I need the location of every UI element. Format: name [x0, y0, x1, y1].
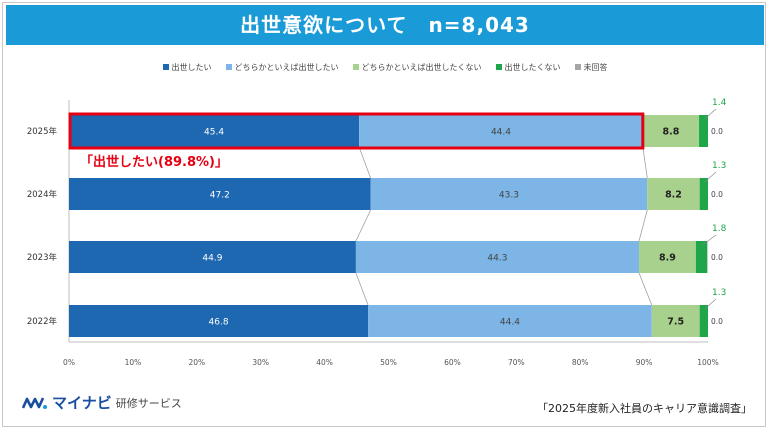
x-tick-label: 50%: [380, 358, 397, 367]
x-tick-label: 70%: [508, 358, 525, 367]
bar-segment: [699, 178, 708, 210]
mynavi-logo-icon: [22, 396, 47, 409]
bar-segment: [638, 241, 696, 273]
data-label: 45.4: [204, 128, 224, 138]
bar-segment: [69, 305, 369, 337]
data-label: 43.3: [499, 191, 519, 201]
x-tick-label: 0%: [63, 358, 75, 367]
legend-item: 出世したい: [162, 60, 212, 74]
legend-item: 出世したくない: [495, 60, 561, 74]
x-tick-label: 80%: [572, 358, 589, 367]
data-label: 8.8: [663, 127, 680, 138]
data-label: 1.4: [712, 98, 727, 108]
legend-swatch: [352, 64, 359, 70]
data-label: 7.5: [667, 317, 684, 328]
x-tick-label: 30%: [252, 358, 269, 367]
category-label: 2025年: [27, 126, 58, 137]
legend-label: どちらかといえば出世したくない: [361, 62, 482, 72]
category-label: 2022年: [27, 316, 58, 327]
bar-segment: [699, 305, 708, 337]
legend-item: どちらかといえば出世したくない: [352, 60, 482, 74]
x-tick-label: 60%: [444, 358, 461, 367]
data-label: 1.3: [712, 288, 726, 298]
bar-segment: [699, 115, 708, 147]
bar-segment: [359, 115, 643, 147]
legend-label: 出世したくない: [504, 62, 561, 72]
data-label: 1.8: [712, 224, 727, 234]
legend-swatch: [495, 64, 502, 70]
legend-item: どちらかといえば出世したい: [225, 60, 339, 74]
bar-segment: [647, 178, 700, 210]
data-label: 44.4: [491, 128, 511, 138]
bar-segment: [368, 305, 652, 337]
data-label: 8.9: [659, 253, 676, 264]
series-connector-line: [358, 146, 371, 179]
series-connector-line: [642, 146, 648, 179]
bar-segment: [370, 178, 648, 210]
data-label: 44.9: [202, 254, 222, 264]
chart-legend: 出世したい どちらかといえば出世したい どちらかといえば出世したくない 出世した…: [0, 60, 770, 74]
bar-segment: [642, 115, 700, 147]
series-connector-line: [638, 209, 648, 242]
legend-swatch: [162, 64, 169, 70]
highlight-annotation: 「出世したい(89.8%)」: [80, 154, 228, 170]
data-label: 0.0: [711, 253, 723, 262]
data-label: 0.0: [711, 127, 723, 136]
data-label: 47.2: [210, 191, 230, 201]
highlight-box: [68, 112, 645, 150]
bar-segment: [651, 305, 700, 337]
data-label-leader-line: [704, 298, 717, 310]
data-label: 44.4: [500, 318, 520, 328]
source-caption: 「2025年度新入社員のキャリア意識調査」: [537, 402, 752, 415]
x-tick-label: 20%: [188, 358, 205, 367]
data-label: 44.3: [487, 254, 507, 264]
legend-swatch: [225, 64, 232, 70]
category-label: 2023年: [27, 252, 58, 263]
bar-segment: [355, 241, 639, 273]
data-label-leader-line: [704, 108, 717, 120]
x-tick-label: 100%: [697, 358, 718, 367]
data-label: 0.0: [711, 190, 723, 199]
x-tick-label: 90%: [636, 358, 653, 367]
category-label: 2024年: [27, 189, 58, 200]
bar-segment: [69, 241, 356, 273]
data-label: 1.3: [712, 161, 726, 171]
data-label: 8.2: [665, 190, 682, 201]
mynavi-logo: マイナビ 研修サービス: [22, 392, 182, 413]
x-tick-label: 40%: [316, 358, 333, 367]
legend-label: 出世したい: [171, 62, 212, 72]
legend-swatch: [574, 64, 581, 70]
legend-item: 未回答: [574, 60, 608, 74]
chart-frame: [2, 2, 766, 427]
series-connector-line: [355, 272, 369, 306]
chart-title-banner: 出世意欲について n=8,043: [6, 5, 764, 45]
series-connector-line: [355, 209, 371, 242]
bar-segment: [69, 115, 360, 147]
legend-label: どちらかといえば出世したい: [234, 62, 339, 72]
data-label: 0.0: [711, 317, 723, 326]
data-label: 46.8: [209, 318, 229, 328]
bar-segment: [695, 241, 708, 273]
series-connector-line: [638, 272, 653, 306]
data-label-leader-line: [702, 234, 717, 246]
logo-service-text: 研修サービス: [115, 396, 182, 410]
legend-label: 未回答: [583, 62, 608, 72]
data-label-leader-line: [704, 171, 717, 183]
x-tick-label: 10%: [125, 358, 142, 367]
logo-brand-text: マイナビ: [52, 394, 112, 412]
bar-segment: [69, 178, 371, 210]
